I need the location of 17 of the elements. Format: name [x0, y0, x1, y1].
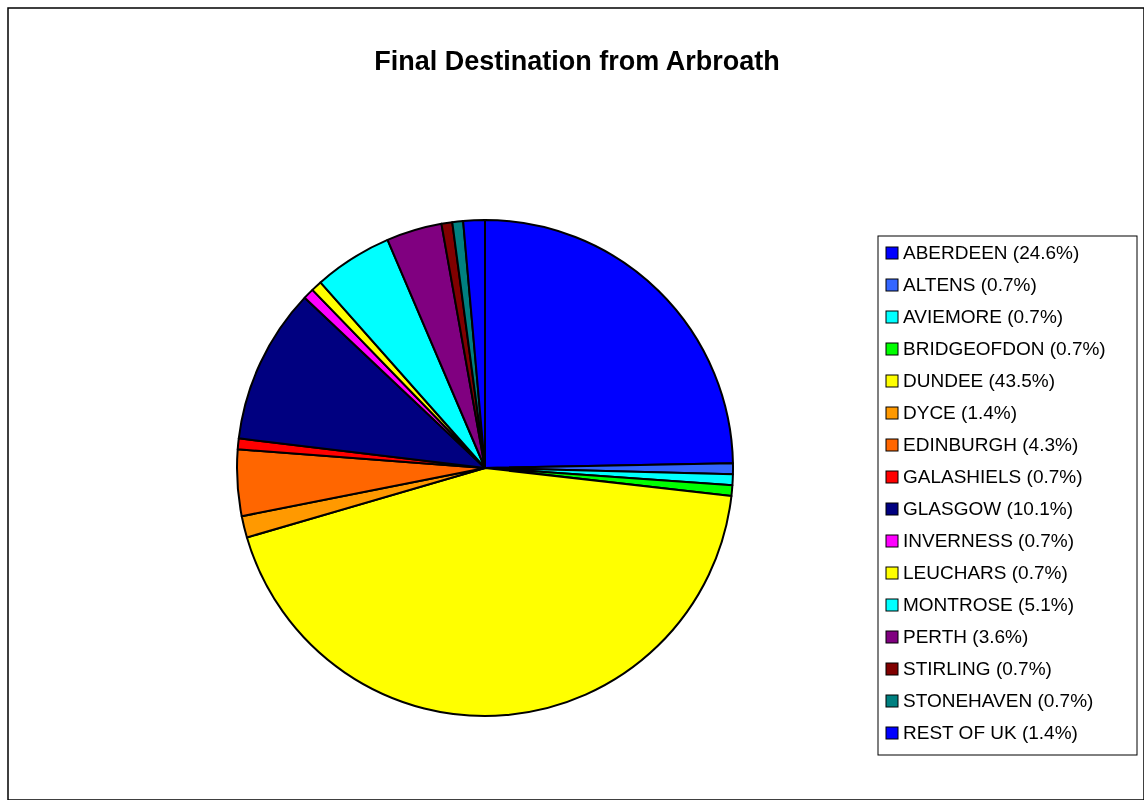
legend-label: ABERDEEN (24.6%) — [903, 242, 1080, 263]
legend-label: GLASGOW (10.1%) — [903, 498, 1073, 519]
legend-label: PERTH (3.6%) — [903, 626, 1029, 647]
legend-label: GALASHIELS (0.7%) — [903, 466, 1083, 487]
legend-label: STONEHAVEN (0.7%) — [903, 690, 1094, 711]
legend-label: MONTROSE (5.1%) — [903, 594, 1075, 615]
legend-label: BRIDGEOFDON (0.7%) — [903, 338, 1106, 359]
legend-label: LEUCHARS (0.7%) — [903, 562, 1068, 583]
legend-label: STIRLING (0.7%) — [903, 658, 1052, 679]
legend-label: DYCE (1.4%) — [903, 402, 1018, 423]
legend-label: EDINBURGH (4.3%) — [903, 434, 1079, 455]
chart-title: Final Destination from Arbroath — [374, 46, 780, 76]
legend-label: REST OF UK (1.4%) — [903, 722, 1078, 743]
legend-label: AVIEMORE (0.7%) — [903, 306, 1064, 327]
legend-label: ALTENS (0.7%) — [903, 274, 1037, 295]
legend-label: DUNDEE (43.5%) — [903, 370, 1056, 391]
legend-label: INVERNESS (0.7%) — [903, 530, 1075, 551]
